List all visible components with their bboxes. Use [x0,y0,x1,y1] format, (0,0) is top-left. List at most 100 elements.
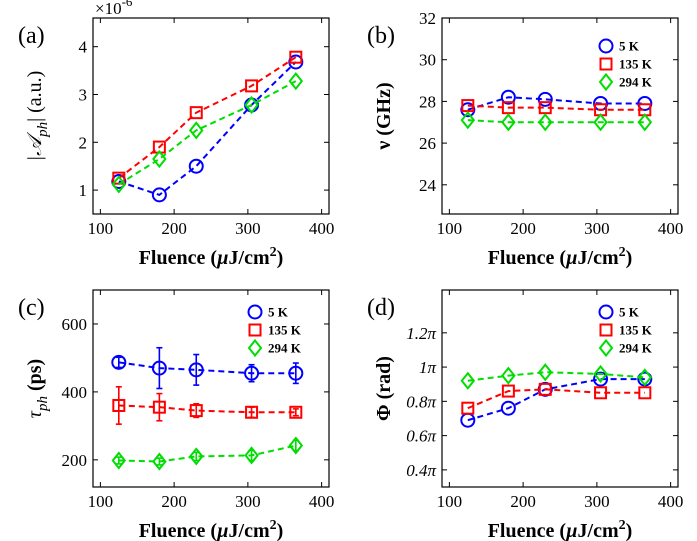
x-tick-label: 100 [437,219,463,238]
panel-tag: (a) [18,23,45,49]
series-294k [460,363,653,390]
series-135k [112,50,303,185]
exponent-base: ×10 [95,0,122,18]
data-point [288,436,304,455]
series-line [467,388,645,410]
y-axis-label: |𝒜ph| (a.u.) [24,71,51,162]
legend-label: 294 K [619,341,653,356]
legend-label: 5 K [268,305,289,320]
legend-marker [599,57,613,71]
data-point [111,175,127,194]
legend-marker [598,304,614,320]
x-tick-label: 100 [88,219,114,238]
data-point [538,382,552,396]
series-294k [460,111,653,132]
data-point [461,401,475,415]
data-point [289,50,303,64]
data-point [288,72,304,91]
legend-marker [598,38,614,54]
x-label-mu: µ [216,520,229,541]
series-line [118,80,297,186]
x-tick-label: 300 [235,492,261,511]
x-tick-label: 300 [235,219,261,238]
panel-tag: (d) [367,295,395,321]
y-label-end: (ps) [24,359,46,396]
y-tick-label: 0.8π [406,392,436,411]
x-label-unit: J/cm [578,247,619,269]
legend-label: 294 K [619,75,653,90]
data-point [188,447,204,466]
y-axis-label: ν (GHz) [373,82,395,150]
x-label-close: ) [626,247,633,269]
data-point [594,386,608,400]
x-tick-label: 200 [510,219,536,238]
data-point [152,452,167,471]
data-point [501,113,516,132]
data-point [288,365,304,381]
plot-area [92,17,330,215]
x-tick-label: 100 [437,492,463,511]
x-label-sup: 2 [270,245,277,260]
data-point [500,400,516,416]
y-tick-label: 1 [79,181,88,200]
data-point [460,111,476,130]
data-point [593,364,608,384]
panel-c: 100 200 300 400 200 400 600 Fluence (µJ/cm2) τph… [18,289,335,541]
panel-d: 100 200 300 400 0.4π 0.6π 0.8π 1π 1.2π Fluence (µ… [367,289,683,541]
y-tick-label: 0.4π [406,461,436,480]
x-label-text: Fluence ( [488,247,567,269]
legend-label: 135 K [619,57,653,72]
legend-marker [248,323,262,337]
legend-label: 5 K [619,39,640,54]
x-label-unit: J/cm [578,520,619,541]
data-point [188,362,204,378]
x-axis-label: Fluence (µJ/cm2) [139,518,284,541]
y-tick-label: 200 [62,451,88,470]
x-label-text: Fluence ( [139,247,218,269]
y-tick-label: 32 [419,9,436,28]
y-tick-label: 400 [62,383,88,402]
x-axis-label: Fluence (µJ/cm2) [488,518,633,541]
data-point [111,354,127,370]
data-point [112,398,126,412]
x-label-unit: J/cm [229,520,270,541]
series-line [118,56,297,179]
series-135k [461,382,652,415]
data-point [638,386,652,400]
legend: 5 K 135 K 294 K [247,303,317,358]
x-axis-label: Fluence (µJ/cm2) [488,245,633,269]
data-point [244,95,259,115]
y-tick-label: 2 [79,133,88,152]
y-label-end: | (a.u.) [24,71,46,122]
x-label-mu: µ [216,247,229,269]
data-point [637,368,653,387]
y-tick-label: 30 [419,51,436,70]
y-label-main: |𝒜 [24,131,46,161]
series-294k [111,72,304,194]
panel-b: 100 200 300 400 24 26 28 30 32 Fluence (µJ/cm2) ν … [367,9,683,269]
data-point [188,158,204,174]
data-point [152,149,167,169]
series-5k [111,346,304,390]
y-label-sub: ph [35,396,51,412]
x-label-close: ) [277,247,284,269]
y-axis-label: τph (ps) [24,359,51,418]
x-label-sup: 2 [270,518,277,533]
x-tick-label: 400 [658,219,684,238]
data-point [500,89,516,105]
x-axis-label: Fluence (µJ/cm2) [139,245,284,269]
x-label-text: Fluence ( [488,520,567,541]
data-point [593,371,609,387]
x-tick-label: 400 [309,219,335,238]
data-point [637,113,653,132]
x-label-text: Fluence ( [139,520,218,541]
y-axis-label: Φ (rad) [373,356,395,421]
y-tick-label: 24 [419,176,437,195]
x-label-mu: µ [565,247,578,269]
panel-tag: (b) [367,23,395,49]
data-point [245,79,259,93]
x-tick-label: 200 [510,492,536,511]
x-tick-label: 400 [309,492,335,511]
x-label-close: ) [277,520,284,541]
